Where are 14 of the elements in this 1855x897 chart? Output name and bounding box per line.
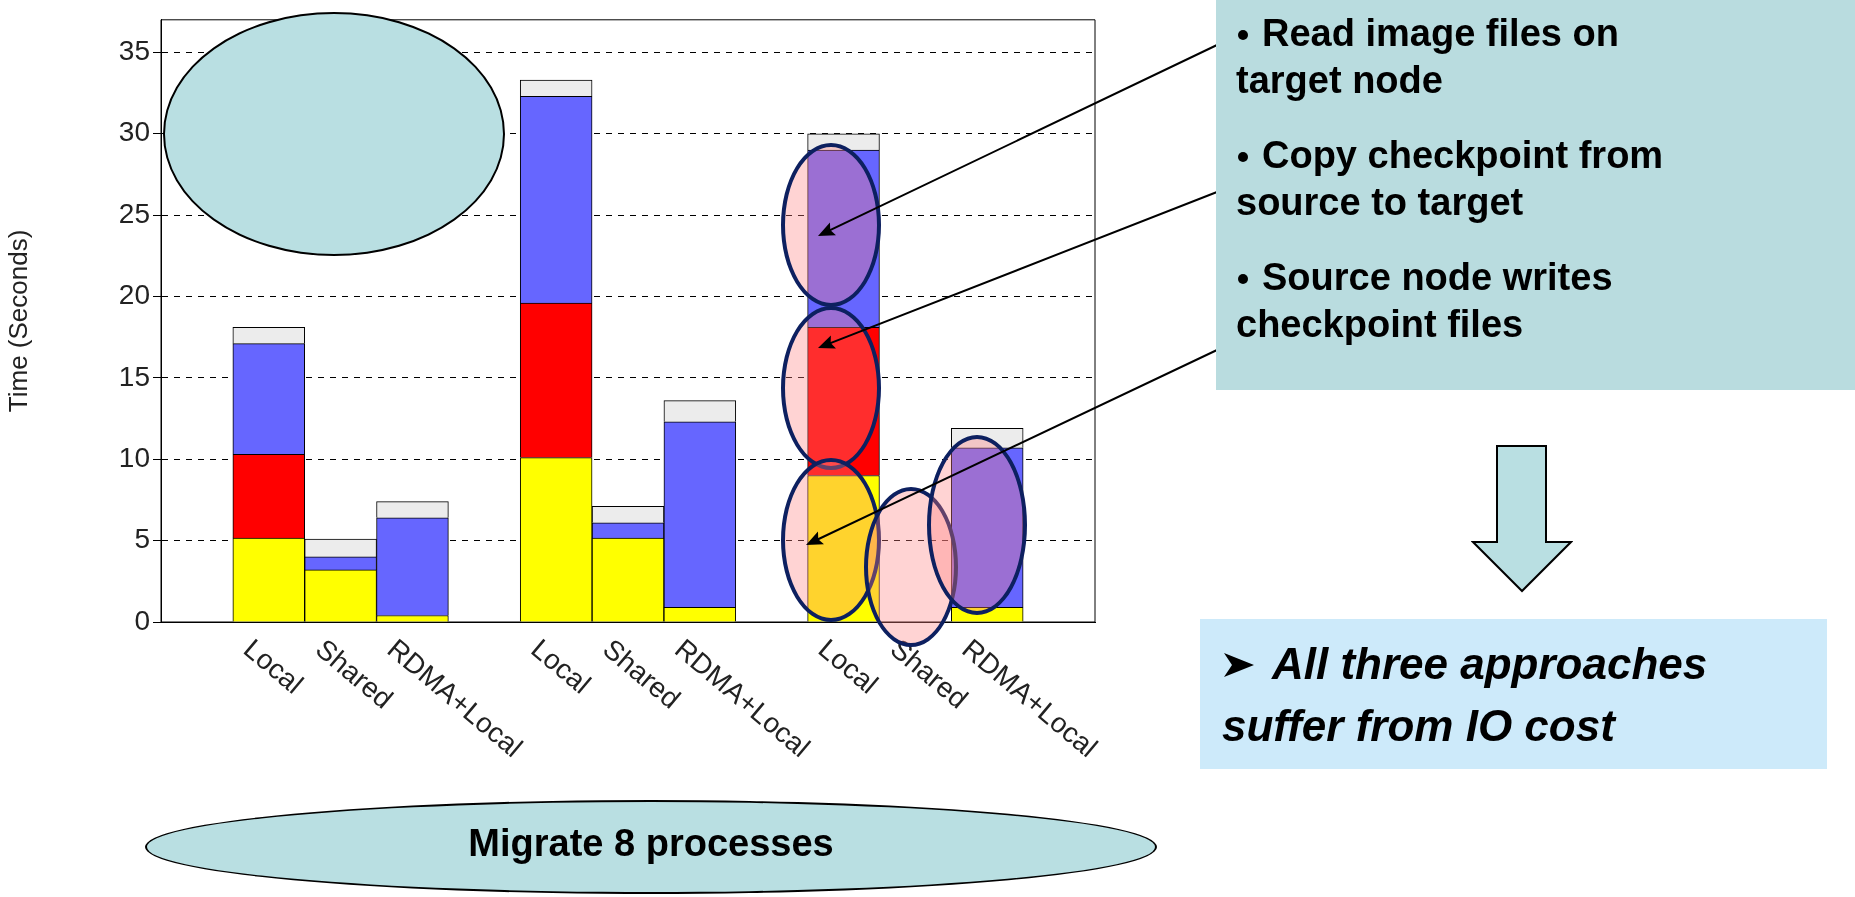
y-tick-label: 25 — [118, 197, 150, 229]
y-tick-label: 35 — [118, 35, 150, 67]
y-tick-label: 10 — [118, 441, 150, 473]
x-axis-title: Migrate 8 processes — [467, 822, 835, 865]
y-axis-title: Time (Seconds) — [2, 229, 33, 413]
y-tick-label: 0 — [134, 604, 150, 636]
y-tick-label: 15 — [118, 360, 150, 392]
text: Copy checkpoint from source to target — [1236, 134, 1664, 223]
text: Read image files on target node — [1236, 12, 1619, 101]
y-tick-label: 30 — [118, 116, 150, 148]
source-note: Source node writes checkpoint files — [1236, 256, 1613, 345]
y-tick-label: 20 — [118, 279, 150, 311]
y-tick-label: 5 — [134, 523, 150, 555]
text: All three approaches suffer from IO cost — [1222, 639, 1708, 750]
